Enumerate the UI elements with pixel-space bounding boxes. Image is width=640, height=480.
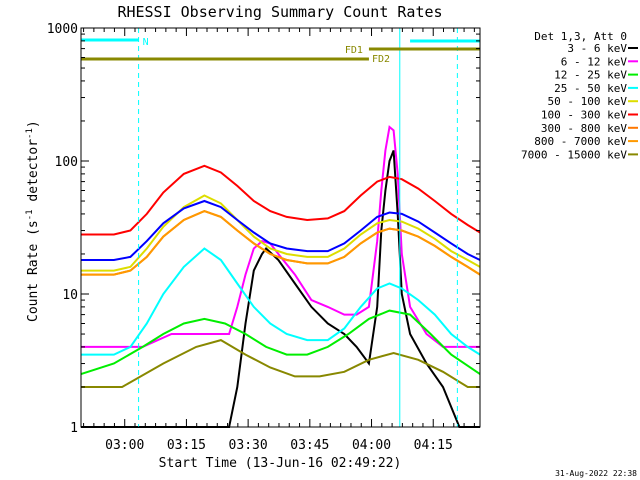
y-tick-label: 1 xyxy=(70,421,78,436)
y-tick-label: 100 xyxy=(55,155,78,170)
legend-entry: 12 - 25 keV xyxy=(554,69,627,82)
series-line-6-12-kev xyxy=(81,125,480,348)
chart-title: RHESSI Observing Summary Count Rates xyxy=(117,3,442,21)
legend-entry: 300 - 800 keV xyxy=(541,122,627,135)
series-line-det-1-3 xyxy=(81,199,481,261)
legend-entry: 3 - 6 keV xyxy=(567,42,627,55)
series-line-800-7000-kev xyxy=(81,210,481,276)
legend-entry: 100 - 300 keV xyxy=(541,109,627,122)
x-tick-label: 03:00 xyxy=(105,438,144,453)
series-line-50-100-kev xyxy=(81,194,481,272)
legend-entry: 50 - 100 keV xyxy=(548,95,628,108)
timestamp: 31-Aug-2022 22:38 xyxy=(555,469,637,478)
series-line-7000-15000-kev xyxy=(81,339,480,388)
legend-entry: 25 - 50 keV xyxy=(554,82,627,95)
x-tick-label: 03:15 xyxy=(167,438,206,453)
legend-entry: 800 - 7000 keV xyxy=(534,135,627,148)
flag-label-fd2: FD2 xyxy=(372,54,390,65)
y-tick-label: 10 xyxy=(62,288,78,303)
series-line-3-6-kev xyxy=(81,150,480,428)
plot-frame xyxy=(80,27,481,428)
x-tick-label: 04:00 xyxy=(352,438,391,453)
legend-entry: 7000 - 15000 keV xyxy=(521,148,627,161)
flag-label-n: N xyxy=(143,37,149,48)
series-line-25-50-kev xyxy=(81,247,481,356)
x-tick-label: 03:30 xyxy=(229,438,268,453)
legend-title: Det 1,3, Att 0 xyxy=(534,30,627,43)
flag-label-fd1: FD1 xyxy=(345,45,363,56)
y-tick-label: 1000 xyxy=(47,22,78,37)
x-axis-label: Start Time (13-Jun-16 02:49:22) xyxy=(159,456,402,471)
legend-entry: 6 - 12 keV xyxy=(561,55,628,68)
series-line-100-300-kev xyxy=(81,164,481,236)
series-line-12-25-kev xyxy=(80,309,481,376)
x-tick-label: 03:45 xyxy=(290,438,329,453)
y-axis-label: Count Rate (s-1 detector-1) xyxy=(25,120,41,322)
x-tick-label: 04:15 xyxy=(414,438,453,453)
